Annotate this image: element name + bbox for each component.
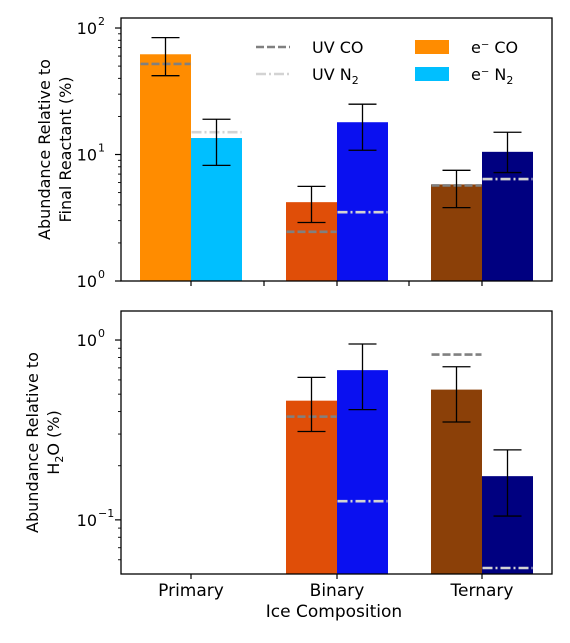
y-axis-label-tail: O (%)	[44, 410, 63, 455]
y-axis-label-line-1: Abundance Relative to	[35, 59, 54, 240]
legend-label: UV N2	[312, 65, 359, 87]
legend-label-text: UV CO	[312, 38, 364, 57]
error-bar-primary-1	[202, 118, 231, 167]
bar-primary-0	[140, 54, 191, 281]
y-tick-exponent: 1	[98, 142, 105, 155]
y-tick-label: 10	[77, 19, 97, 38]
y-axis-label: Abundance Relative to Final Reactant (%)	[35, 59, 75, 240]
error-bar-binary-1	[348, 343, 377, 411]
error-bar-ternary-1	[493, 449, 522, 517]
error-bar-primary-0	[151, 36, 180, 77]
y-axis-label-line-2: H	[44, 463, 63, 475]
y-tick-exponent: −1	[98, 507, 114, 520]
legend-label: UV CO	[312, 38, 364, 57]
y-axis-label-line-2: Final Reactant (%)	[56, 76, 75, 222]
error-bar-binary-1	[348, 103, 377, 151]
legend-patch-swatch	[415, 67, 449, 81]
y-tick-exponent: 0	[98, 268, 105, 281]
legend-label-text: e⁻ N	[471, 65, 506, 84]
error-bar-binary-0	[297, 185, 326, 224]
legend-label-text: UV N	[312, 65, 352, 84]
y-axis-label: Abundance Relative to H2O (%)	[23, 352, 66, 533]
legend-patch-swatch	[415, 40, 449, 54]
x-tick-label-primary: Primary	[158, 581, 224, 601]
y-tick-exponent: 0	[98, 327, 105, 340]
error-bar-binary-0	[297, 376, 326, 433]
x-tick-label-binary: Binary	[310, 581, 365, 601]
legend-label: e⁻ CO	[471, 38, 518, 57]
bar-ternary-1	[482, 151, 533, 281]
y-tick-label: 10	[77, 331, 97, 350]
y-tick-label: 10	[77, 272, 97, 291]
error-bar-ternary-0	[442, 169, 471, 209]
legend-label-subscript: 2	[506, 74, 513, 87]
x-axis-label: Ice Composition	[266, 602, 402, 622]
legend-label-subscript: 2	[352, 74, 359, 87]
error-bar-ternary-1	[493, 131, 522, 174]
y-axis-label-subscript: 2	[53, 456, 66, 463]
legend-label-text: e⁻ CO	[471, 38, 518, 57]
y-axis-label-line-1: Abundance Relative to	[23, 352, 42, 533]
x-tick-label-ternary: Ternary	[450, 581, 514, 601]
y-tick-exponent: 2	[98, 15, 105, 28]
y-tick-label: 10	[77, 146, 97, 165]
legend-label: e⁻ N2	[471, 65, 513, 87]
error-bar-ternary-0	[442, 366, 471, 423]
y-tick-label: 10	[77, 511, 97, 530]
